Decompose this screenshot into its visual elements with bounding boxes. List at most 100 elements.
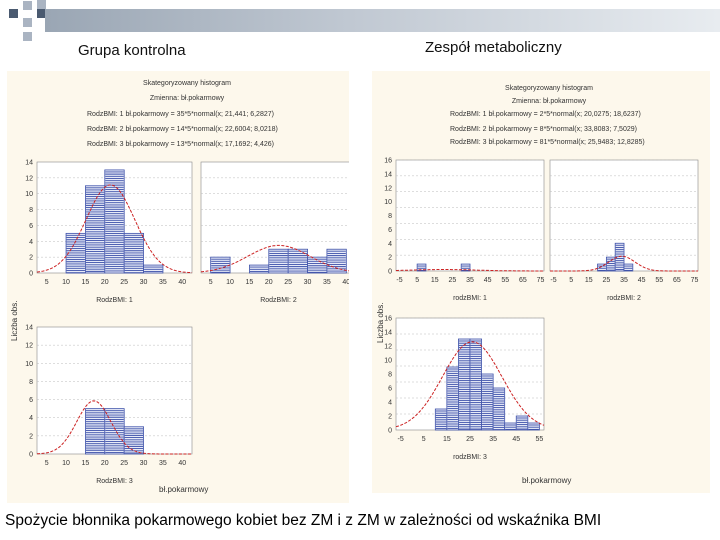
y-tick-label: 2 — [388, 255, 392, 262]
chart-gk-bmi2: 5 10 15 20 25 30 35 40 RodzBMI: 2 — [200, 161, 349, 304]
right-legend-line-2: RodzBMI: 2 bł.pokarmowy = 8*5*normal(x; … — [450, 126, 637, 133]
chart-gk-bmi1: 0 2 4 6 8 10 12 14 5 10 15 20 25 30 35 40 RodzBMI: 1 — [25, 160, 193, 304]
y-tick-label: 16 — [384, 158, 392, 165]
y-tick-label: 4 — [29, 415, 33, 422]
x-tick-label: 45 — [512, 436, 520, 443]
x-tick-label: 35 — [159, 460, 167, 467]
normal-curve — [395, 341, 545, 428]
heading-metabolic-syndrome: Zespół metaboliczny — [425, 39, 562, 56]
y-tick-label: 10 — [25, 191, 33, 198]
deco-square — [37, 9, 46, 18]
x-tick-label: 25 — [466, 436, 474, 443]
right-x-axis-label: bł.pokarmowy — [522, 476, 571, 485]
y-tick-label: 12 — [384, 344, 392, 351]
slide-caption: Spożycie błonnika pokarmowego kobiet bez… — [5, 512, 602, 529]
right-legend-line-1: RodzBMI: 1 bł.pokarmowy = 2*5*normal(x; … — [450, 111, 641, 118]
x-tick-label: -5 — [398, 436, 404, 443]
chart-gk-bmi3: 0 2 4 6 8 10 12 14 5 10 15 20 25 30 35 40 RodzBMI: 3 — [25, 325, 193, 485]
x-tick-label: 10 — [62, 460, 70, 467]
x-tick-label: 35 — [159, 279, 167, 286]
x-tick-label: 15 — [82, 460, 90, 467]
x-tick-label: 5 — [569, 277, 573, 284]
right-y-axis-label: Liczba obs. — [376, 303, 385, 343]
x-tick-label: 65 — [673, 277, 681, 284]
histogram-bar — [460, 263, 471, 272]
category-label: rodzBMI: 2 — [607, 295, 641, 302]
histogram-bar — [287, 248, 308, 274]
y-tick-label: 10 — [25, 361, 33, 368]
histogram-bar — [527, 422, 540, 431]
histogram-bar — [326, 248, 347, 274]
y-tick-label: 14 — [25, 325, 33, 332]
histogram-bar — [458, 338, 471, 431]
category-label: RodzBMI: 1 — [96, 297, 133, 304]
x-tick-label: 20 — [265, 279, 273, 286]
x-tick-label: 35 — [489, 436, 497, 443]
left-legend-line-1: RodzBMI: 1 bł.pokarmowy = 35*5*normal(x;… — [87, 111, 274, 118]
x-tick-label: 65 — [519, 277, 527, 284]
x-tick-label: 15 — [585, 277, 593, 284]
category-label: RodzBMI: 3 — [96, 478, 133, 485]
y-tick-label: 10 — [384, 358, 392, 365]
chart-zm-bmi1: 0 2 4 6 8 10 12 14 16 -5 5 15 25 35 45 55 65 75 rodzBMI: 1 — [384, 158, 544, 303]
x-tick-label: 15 — [443, 436, 451, 443]
x-tick-label: 25 — [120, 460, 128, 467]
x-tick-label: 55 — [535, 436, 543, 443]
x-tick-label: -5 — [396, 277, 402, 284]
x-tick-label: -5 — [550, 277, 556, 284]
x-tick-label: 55 — [655, 277, 663, 284]
right-panel-title: Skategoryzowany histogram — [505, 85, 593, 92]
x-tick-label: 25 — [120, 279, 128, 286]
x-tick-label: 75 — [691, 277, 699, 284]
left-y-axis-label: Liczba obs. — [10, 301, 19, 341]
y-tick-label: 12 — [384, 185, 392, 192]
y-tick-label: 2 — [388, 414, 392, 421]
y-tick-label: 12 — [25, 175, 33, 182]
chart-zm-bmi2: -5 5 15 25 35 45 55 65 75 rodzBMI: 2 — [549, 159, 699, 302]
normal-curve — [200, 244, 349, 273]
y-tick-label: 6 — [29, 223, 33, 230]
y-tick-label: 16 — [384, 316, 392, 323]
y-tick-label: 4 — [388, 400, 392, 407]
y-tick-label: 14 — [384, 330, 392, 337]
x-tick-label: 35 — [620, 277, 628, 284]
x-tick-label: 55 — [501, 277, 509, 284]
histogram-bar — [614, 242, 625, 272]
histogram-bar — [268, 248, 289, 274]
left-legend-line-2: RodzBMI: 2 bł.pokarmowy = 14*5*normal(x;… — [87, 126, 278, 133]
x-tick-label: 20 — [101, 460, 109, 467]
x-tick-label: 15 — [82, 279, 90, 286]
left-x-axis-label: bł.pokarmowy — [159, 485, 208, 494]
x-tick-label: 5 — [45, 460, 49, 467]
histogram-bar — [469, 338, 482, 431]
chart-zm-bmi3: 0 2 4 6 8 10 12 14 16 -5 5 15 25 35 45 55 rodzBMI: 3 — [384, 316, 545, 461]
x-tick-label: 35 — [323, 279, 331, 286]
x-tick-label: 45 — [484, 277, 492, 284]
y-tick-label: 4 — [29, 239, 33, 246]
x-tick-label: 5 — [45, 279, 49, 286]
y-tick-label: 0 — [29, 271, 33, 278]
y-tick-label: 8 — [388, 372, 392, 379]
x-tick-label: 40 — [342, 279, 349, 286]
deco-square — [37, 0, 46, 9]
y-tick-label: 8 — [29, 207, 33, 214]
x-tick-label: 35 — [466, 277, 474, 284]
left-legend-line-3: RodzBMI: 3 bł.pokarmowy = 13*5*normal(x;… — [87, 141, 274, 148]
left-panel-title: Skategoryzowany histogram — [143, 80, 231, 87]
x-tick-label: 45 — [638, 277, 646, 284]
deco-square — [23, 32, 32, 41]
y-tick-label: 6 — [388, 386, 392, 393]
x-tick-label: 40 — [178, 279, 186, 286]
x-tick-label: 10 — [226, 279, 234, 286]
y-tick-label: 0 — [388, 269, 392, 276]
y-tick-label: 8 — [29, 379, 33, 386]
right-histogram-panel: Skategoryzowany histogram Zmienna: bł.po… — [372, 71, 710, 493]
title-bar — [45, 9, 720, 32]
x-tick-label: 20 — [101, 279, 109, 286]
y-tick-label: 14 — [384, 171, 392, 178]
y-tick-label: 10 — [384, 199, 392, 206]
x-tick-label: 5 — [422, 436, 426, 443]
y-tick-label: 12 — [25, 343, 33, 350]
x-tick-label: 30 — [140, 460, 148, 467]
